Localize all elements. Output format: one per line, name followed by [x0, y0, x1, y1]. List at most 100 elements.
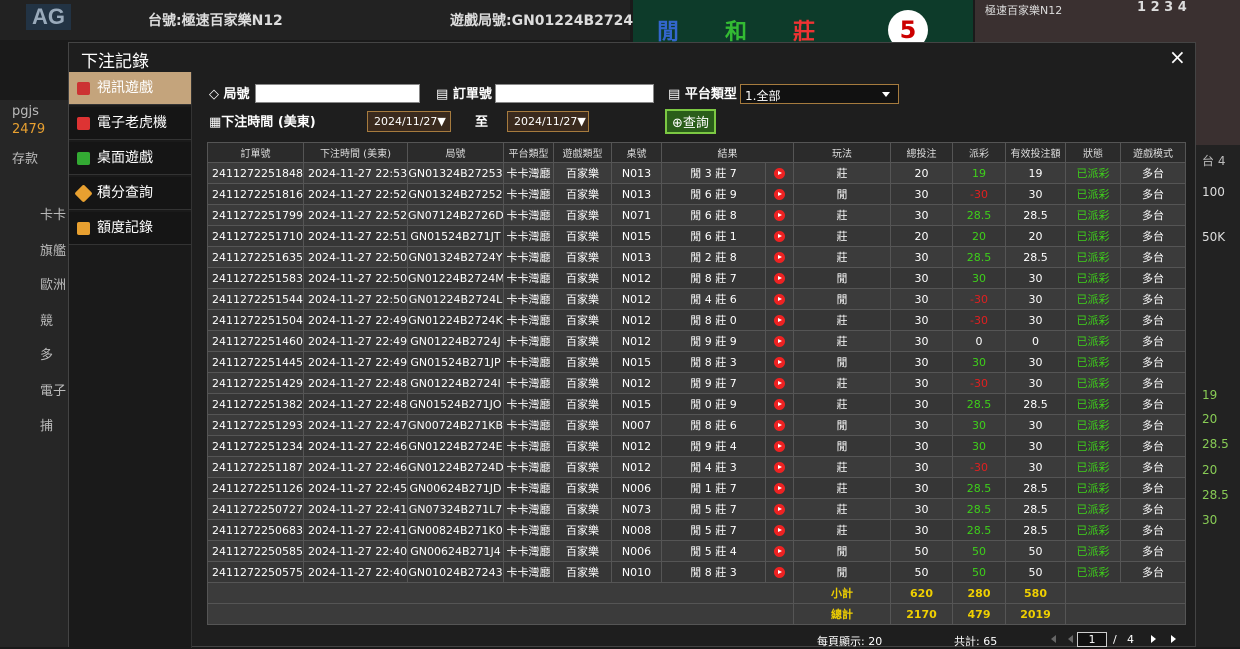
replay-icon[interactable] [774, 483, 785, 494]
replay-cell [765, 498, 794, 520]
menu-item[interactable]: 積分查詢 [69, 177, 191, 210]
blank [207, 582, 794, 604]
cell: 241127225112616 [207, 477, 304, 499]
cell: N015 [611, 351, 662, 373]
replay-icon[interactable] [774, 252, 785, 263]
replay-cell [765, 351, 794, 373]
column-header: 狀態 [1065, 142, 1121, 163]
record-count: 共計: 65 [954, 635, 998, 648]
menu-item[interactable]: 額度記錄 [69, 212, 191, 245]
cell: N012 [611, 435, 662, 457]
menu-label: 電子老虎機 [97, 115, 167, 131]
replay-icon[interactable] [774, 504, 785, 515]
time-label: ▦下注時間 (美東) [209, 115, 316, 130]
menu-label: 積分查詢 [97, 185, 153, 201]
replay-icon[interactable] [774, 315, 785, 326]
cell: 百家樂 [553, 330, 612, 352]
date-from[interactable]: 2024/11/27▼ [367, 111, 451, 132]
cell: 多台 [1120, 204, 1186, 226]
round-input[interactable] [255, 84, 420, 103]
column-header: 平台類型 [503, 142, 554, 163]
replay-icon[interactable] [774, 378, 785, 389]
replay-icon[interactable] [774, 525, 785, 536]
cell: 閒 8 莊 6 [661, 414, 766, 436]
header-row: 訂單號 下注時間 (美東) 局號 平台類型 遊戲類型 桌號 結果 玩法 總投注 派彩 有效投注額 狀態… [207, 142, 1186, 163]
cell: 2024-11-27 22:46:57 [303, 435, 408, 457]
prev-page[interactable] [1068, 635, 1073, 643]
cell: N012 [611, 309, 662, 331]
date-to[interactable]: 2024/11/27▼ [507, 111, 589, 132]
cell: N013 [611, 162, 662, 184]
cell: 30 [1005, 183, 1066, 205]
first-page[interactable] [1051, 635, 1056, 643]
cell: 2024-11-27 22:41:12 [303, 519, 408, 541]
cell: 30 [1005, 288, 1066, 310]
cell: 50 [952, 561, 1006, 583]
close-button[interactable]: × [1169, 45, 1186, 69]
replay-cell [765, 435, 794, 457]
menu-item[interactable]: 桌面遊戲 [69, 142, 191, 175]
cell: 20 [952, 225, 1006, 247]
cell: GN01524B271JT [407, 225, 504, 247]
menu-item[interactable]: 電子老虎機 [69, 107, 191, 140]
platform-select[interactable]: 1.全部 [740, 84, 899, 104]
column-header: 派彩 [952, 142, 1006, 163]
column-header: 訂單號 [207, 142, 304, 163]
mini-nums: 1 2 3 4 [1137, 0, 1187, 15]
replay-icon[interactable] [774, 168, 785, 179]
cell: 20 [1005, 225, 1066, 247]
replay-icon[interactable] [774, 294, 785, 305]
cell: 28.5 [1005, 519, 1066, 541]
menu-item[interactable]: 視訊遊戲 [69, 72, 191, 105]
replay-icon[interactable] [774, 336, 785, 347]
cell: 閒 3 莊 7 [661, 162, 766, 184]
cell: 卡卡灣廳 [503, 225, 554, 247]
replay-icon[interactable] [774, 231, 785, 242]
next-page[interactable] [1151, 635, 1156, 643]
replay-icon[interactable] [774, 210, 785, 221]
cell: 28.5 [952, 477, 1006, 499]
cell: 閒 [793, 414, 891, 436]
cell: 百家樂 [553, 456, 612, 478]
side-panel: pgjs 2479 存款 卡卡 旗艦 歐洲 競 多 電子 捕 [0, 100, 68, 647]
cell: 多台 [1120, 498, 1186, 520]
cell: GN00624B271J4 [407, 540, 504, 562]
replay-icon[interactable] [774, 462, 785, 473]
cell: 241127225144569 [207, 351, 304, 373]
replay-icon[interactable] [774, 420, 785, 431]
replay-icon[interactable] [774, 189, 785, 200]
replay-cell [765, 519, 794, 541]
balance: 2479 [12, 122, 46, 137]
bet-row: 2411272251382302024-11-27 22:48:29GN0152… [207, 393, 1186, 415]
side-item: 歐洲 [40, 278, 67, 293]
replay-icon[interactable] [774, 546, 785, 557]
cell: 已派彩 [1065, 351, 1121, 373]
cell: 已派彩 [1065, 246, 1121, 268]
total-cell: 2170 [890, 603, 953, 625]
order-input[interactable] [495, 84, 654, 103]
cell: 多台 [1120, 162, 1186, 184]
page-input[interactable]: 1 [1077, 632, 1107, 647]
replay-icon[interactable] [774, 357, 785, 368]
last-page[interactable] [1171, 635, 1176, 643]
cell: 多台 [1120, 561, 1186, 583]
search-button[interactable]: ⊕查詢 [665, 109, 716, 134]
cell: GN00724B271KB [407, 414, 504, 436]
round-no: 遊戲局號:GN01224B2724T [450, 13, 643, 29]
cell: 30 [890, 267, 953, 289]
cell: 30 [890, 288, 953, 310]
replay-icon[interactable] [774, 273, 785, 284]
cell: 241127225154413 [207, 288, 304, 310]
cell: 已派彩 [1065, 435, 1121, 457]
cell: N013 [611, 183, 662, 205]
replay-icon[interactable] [774, 441, 785, 452]
cell: 241127225072740 [207, 498, 304, 520]
replay-icon[interactable] [774, 399, 785, 410]
table-name: 台號:極速百家樂N12 [148, 13, 283, 29]
replay-icon[interactable] [774, 567, 785, 578]
cell: 已派彩 [1065, 456, 1121, 478]
cell: 30 [1005, 435, 1066, 457]
replay-cell [765, 183, 794, 205]
bet-row: 2411272251234552024-11-27 22:46:57GN0122… [207, 435, 1186, 457]
cell: 2024-11-27 22:48:29 [303, 393, 408, 415]
